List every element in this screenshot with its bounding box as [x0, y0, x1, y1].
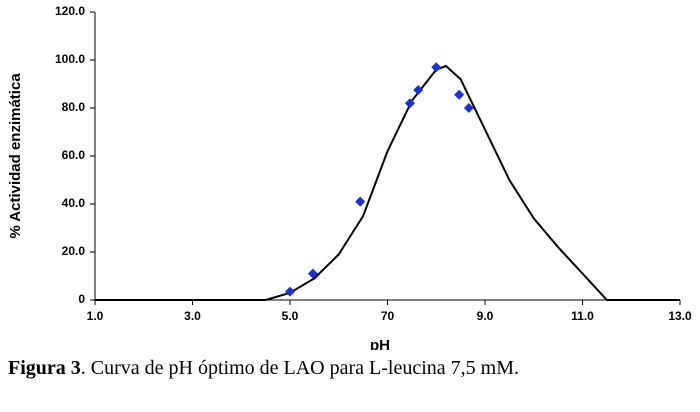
data-point — [413, 85, 424, 95]
y-axis-label: % Actividad enzimática — [7, 73, 24, 239]
x-tick-label: 9.0 — [477, 309, 494, 323]
data-point — [463, 103, 474, 113]
caption: Figura 3. Curva de pH óptimo de LAO para… — [8, 357, 519, 380]
y-tick-label: 100.0 — [55, 52, 85, 66]
chart: pH % Actividad enzimática 0 20.0 40.0 60.0 8… — [7, 4, 692, 350]
y-tick-label: 80.0 — [62, 100, 86, 114]
y-tick-label: 120.0 — [55, 4, 85, 18]
x-tick-label: 1.0 — [87, 309, 104, 323]
y-tick-label: 60.0 — [62, 148, 86, 162]
y-tick-label: 0 — [78, 292, 85, 306]
caption-text: . Curva de pH óptimo de LAO para L-leuci… — [80, 357, 520, 379]
data-point — [454, 89, 465, 100]
x-tick-label: 70 — [381, 309, 395, 323]
data-point — [431, 62, 442, 73]
data-point — [307, 268, 318, 279]
x-tick-label: 13.0 — [668, 309, 692, 323]
caption-label: Figura 3 — [8, 357, 81, 379]
y-tick-label: 40.0 — [62, 196, 86, 210]
x-tick-label: 5.0 — [282, 309, 299, 323]
data-point — [355, 196, 366, 207]
x-tick-label: 3.0 — [184, 309, 201, 323]
fit-curve — [95, 65, 680, 301]
data-point — [404, 98, 415, 109]
data-point — [285, 286, 295, 297]
y-tick-label: 20.0 — [62, 244, 86, 258]
x-axis-label: pH — [370, 337, 390, 350]
x-tick-label: 11.0 — [571, 309, 594, 323]
